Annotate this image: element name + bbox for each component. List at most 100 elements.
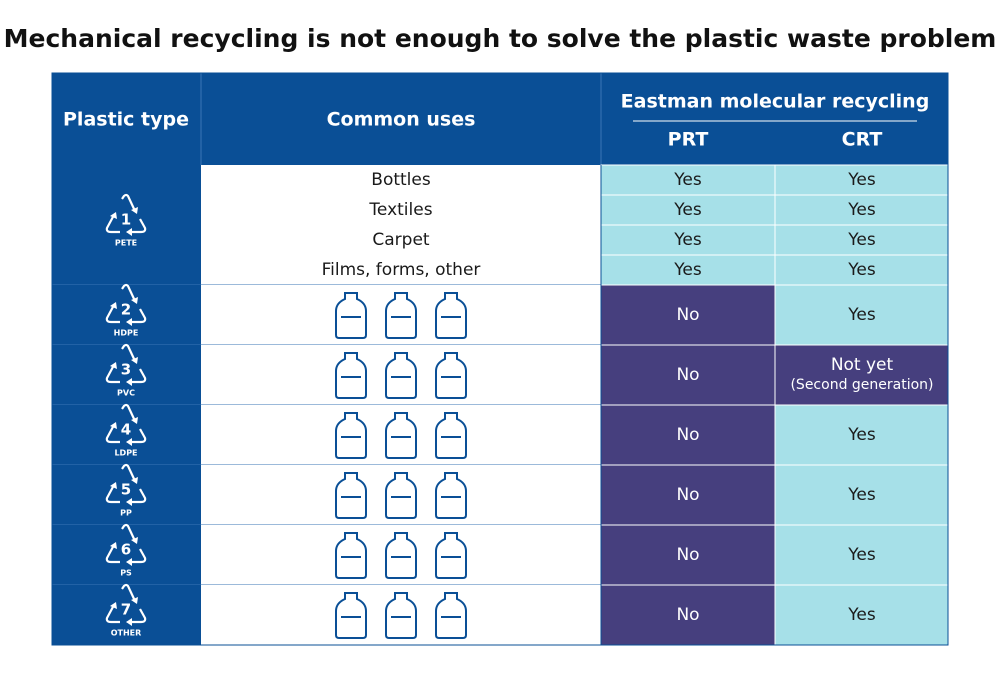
uses-cell <box>201 165 601 285</box>
recycle-arrows <box>105 523 147 564</box>
header-group: Eastman molecular recycling <box>621 91 930 113</box>
product-icon <box>385 352 417 399</box>
product-icon <box>435 592 467 639</box>
prt-cell <box>600 524 776 586</box>
uses-cell <box>201 285 601 345</box>
recycle-arrows <box>105 583 147 624</box>
title: Mechanical recycling is not enough to so… <box>4 24 997 53</box>
uses-cell <box>201 465 601 525</box>
product-icon <box>335 532 367 579</box>
crt-value: Yes <box>847 485 876 505</box>
prt-value: Yes <box>673 260 702 280</box>
use-text: Carpet <box>372 230 430 250</box>
crt-value: Yes <box>847 260 876 280</box>
recycle-arrowheads <box>110 477 138 506</box>
crt-cell <box>774 164 949 196</box>
prt-cell <box>600 584 776 646</box>
product-icon <box>385 532 417 579</box>
crt-cell <box>774 344 949 406</box>
recycle-arrowheads <box>110 297 138 326</box>
use-icons <box>335 532 467 579</box>
prt-value: No <box>676 605 699 625</box>
header-plastic-type: Plastic type <box>63 109 189 131</box>
product-icon <box>385 412 417 459</box>
use-text: Textiles <box>368 200 432 220</box>
resin-code: 3 <box>121 361 131 379</box>
crt-value: Yes <box>847 200 876 220</box>
resin-label: PP <box>120 509 132 518</box>
uses-cell <box>201 345 601 405</box>
product-icon <box>385 592 417 639</box>
type-cell <box>52 405 201 465</box>
product-icon <box>435 412 467 459</box>
recycle-symbol: 2 HDPE <box>105 283 147 338</box>
product-icon <box>435 532 467 579</box>
prt-value: No <box>676 545 699 565</box>
recycle-symbol: 7 OTHER <box>105 583 147 638</box>
prt-cell <box>600 164 776 196</box>
resin-code: 7 <box>121 601 131 619</box>
crt-value: Yes <box>847 545 876 565</box>
uses-cell <box>201 405 601 465</box>
recycle-arrows <box>105 283 147 324</box>
recycle-arrowheads <box>110 417 138 446</box>
product-icon <box>335 352 367 399</box>
prt-cell <box>600 464 776 526</box>
resin-code: 4 <box>121 421 131 439</box>
type-cell <box>52 465 201 525</box>
product-icon <box>385 472 417 519</box>
recycle-symbol: 5 PP <box>105 463 147 518</box>
product-icon <box>435 292 467 339</box>
prt-value: Yes <box>673 170 702 190</box>
crt-note: (Second generation) <box>790 377 933 393</box>
header-prt: PRT <box>668 129 709 151</box>
crt-cell <box>774 404 949 466</box>
uses-cell <box>201 585 601 645</box>
recycle-arrows <box>105 343 147 384</box>
recycle-arrows <box>105 463 147 504</box>
prt-value: Yes <box>673 200 702 220</box>
table-border <box>51 72 949 646</box>
crt-cell <box>774 224 949 256</box>
resin-code: 2 <box>121 301 131 319</box>
uses-cell <box>201 525 601 585</box>
resin-code: 1 <box>121 211 131 229</box>
prt-value: No <box>676 425 699 445</box>
product-icon <box>435 472 467 519</box>
crt-value: Yes <box>847 230 876 250</box>
recycle-arrows <box>105 403 147 444</box>
recycle-symbol: 6 PS <box>105 523 147 578</box>
prt-cell <box>600 404 776 466</box>
crt-cell <box>774 464 949 526</box>
type-cell <box>52 525 201 585</box>
product-icon <box>335 292 367 339</box>
type-cell <box>52 285 201 345</box>
resin-code: 6 <box>121 541 131 559</box>
resin-code: 5 <box>121 481 131 499</box>
resin-label: PS <box>120 569 132 578</box>
product-icon <box>335 412 367 459</box>
use-text: Films, forms, other <box>322 260 481 280</box>
type-cell <box>52 585 201 645</box>
use-icons <box>335 472 467 519</box>
crt-value: Not yet <box>831 355 894 375</box>
prt-value: No <box>676 365 699 385</box>
use-icons <box>335 592 467 639</box>
recycle-symbol: 1 PETE <box>105 193 147 248</box>
resin-label: PVC <box>117 389 135 398</box>
resin-label: OTHER <box>111 629 142 638</box>
crt-cell <box>774 284 949 346</box>
product-icon <box>335 472 367 519</box>
header-crt: CRT <box>842 129 883 151</box>
crt-value: Yes <box>847 305 876 325</box>
prt-value: Yes <box>673 230 702 250</box>
recycle-symbol: 3 PVC <box>105 343 147 398</box>
resin-label: LDPE <box>114 449 137 458</box>
use-icons <box>335 412 467 459</box>
recycle-arrowheads <box>110 207 138 236</box>
recycle-arrowheads <box>110 537 138 566</box>
product-icon <box>435 352 467 399</box>
recycle-arrowheads <box>110 597 138 626</box>
type-cell <box>52 165 201 285</box>
